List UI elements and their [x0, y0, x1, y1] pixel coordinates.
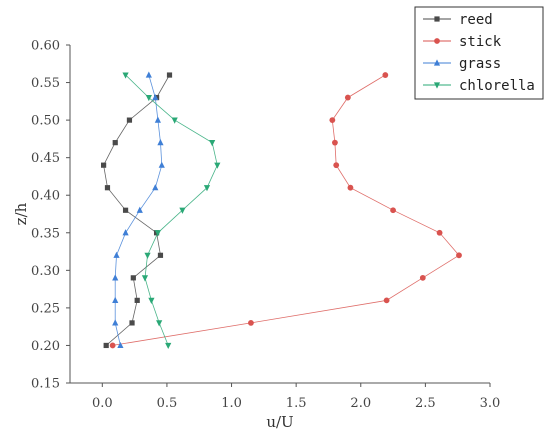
data-point — [333, 162, 340, 169]
data-point — [122, 72, 129, 79]
data-point — [390, 207, 396, 214]
data-point — [112, 296, 119, 303]
data-point — [129, 320, 135, 326]
x-tick-label: 0.0 — [92, 396, 113, 411]
data-point — [112, 140, 118, 146]
data-point — [434, 16, 440, 22]
legend-label: grass — [459, 56, 501, 72]
y-axis-title: z/h — [12, 202, 30, 225]
data-point — [344, 94, 351, 101]
data-point — [154, 230, 161, 237]
data-point — [214, 162, 221, 169]
data-point — [436, 229, 443, 236]
data-point — [433, 82, 441, 89]
data-point — [145, 94, 152, 102]
series-grass — [112, 71, 165, 349]
y-tick-label: 0.20 — [31, 339, 60, 354]
data-point — [332, 139, 338, 146]
data-point — [101, 162, 107, 168]
data-point — [158, 161, 165, 168]
legend-label: chlorella — [459, 78, 535, 94]
axes — [69, 45, 490, 384]
data-point — [419, 274, 426, 281]
data-point — [130, 275, 136, 281]
y-axis-ticks: 0.15 0.20 0.25 0.30 0.35 0.40 0.45 0.50 0.55 0.60 — [31, 39, 70, 392]
data-point — [109, 342, 116, 349]
legend-label: stick — [459, 34, 502, 50]
legend-items: reed stick grass chlorella — [423, 12, 535, 94]
legend-item-grass: grass — [423, 56, 501, 72]
legend-item-chlorella: chlorella — [423, 78, 535, 94]
series-layer — [101, 71, 462, 350]
y-tick-label: 0.55 — [31, 76, 60, 91]
x-tick-label: 0.5 — [157, 396, 178, 411]
data-point — [434, 38, 440, 44]
y-tick-label: 0.25 — [31, 301, 60, 316]
legend-label: reed — [459, 12, 493, 28]
series-line — [103, 74, 170, 346]
legend: reed stick grass chlorella — [414, 6, 544, 100]
y-tick-label: 0.35 — [31, 226, 60, 241]
y-tick-label: 0.40 — [31, 189, 60, 204]
data-point — [117, 341, 124, 349]
x-tick-label: 2.0 — [350, 396, 371, 411]
data-point — [248, 320, 254, 326]
y-tick-label: 0.60 — [31, 39, 60, 54]
legend-item-reed: reed — [423, 12, 493, 28]
x-axis-title: u/U — [266, 413, 293, 431]
series-line — [112, 74, 460, 346]
data-point — [104, 185, 111, 191]
data-point — [433, 59, 441, 66]
data-point — [203, 185, 211, 192]
legend-item-stick: stick — [423, 34, 502, 50]
data-point — [456, 252, 462, 259]
data-point — [112, 319, 119, 326]
data-point — [122, 207, 129, 213]
data-point — [113, 251, 120, 258]
data-point — [179, 207, 186, 214]
data-point — [112, 274, 119, 281]
data-point — [382, 72, 389, 78]
data-point — [157, 252, 164, 258]
x-axis-ticks: 0.0 0.5 1.0 1.5 2.0 2.5 3.0 — [92, 383, 500, 411]
data-point — [165, 342, 172, 350]
x-tick-label: 2.5 — [415, 396, 436, 411]
data-point — [141, 275, 149, 282]
data-point — [148, 297, 155, 304]
x-tick-label: 1.5 — [286, 396, 307, 411]
data-point — [126, 117, 133, 123]
data-point — [103, 342, 109, 349]
data-point — [136, 206, 143, 213]
data-point — [166, 72, 173, 78]
data-point — [329, 117, 336, 124]
x-tick-label: 3.0 — [480, 396, 501, 411]
data-point — [156, 320, 163, 327]
data-point — [152, 184, 159, 191]
data-point — [171, 117, 178, 124]
data-point — [383, 297, 390, 304]
data-point — [209, 140, 216, 147]
data-point — [145, 71, 152, 78]
data-point — [152, 93, 159, 101]
series-reed — [101, 72, 173, 349]
series-chlorella — [122, 72, 221, 350]
x-tick-label: 1.0 — [221, 396, 242, 411]
y-tick-label: 0.45 — [31, 151, 60, 166]
y-tick-label: 0.30 — [31, 264, 60, 279]
y-tick-label: 0.15 — [31, 377, 60, 392]
data-point — [134, 297, 140, 303]
data-point — [154, 116, 161, 123]
data-point — [157, 139, 164, 146]
data-point — [144, 252, 151, 259]
series-stick — [109, 72, 462, 349]
y-tick-label: 0.50 — [31, 114, 60, 129]
data-point — [122, 229, 129, 236]
data-point — [347, 184, 354, 191]
